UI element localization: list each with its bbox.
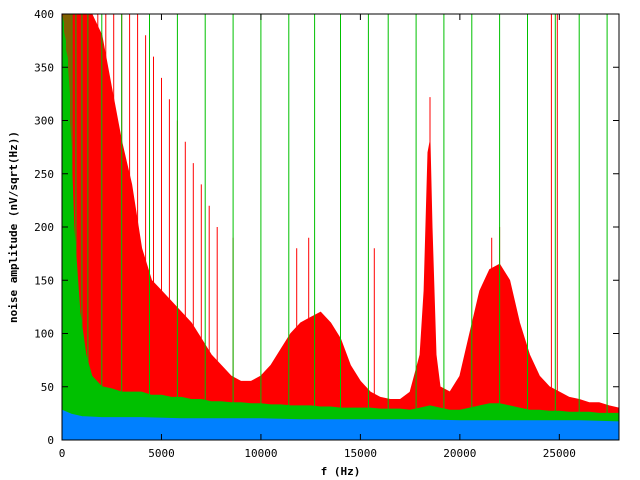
y-tick-label-0: 0	[47, 434, 54, 447]
x-tick-label-1: 5000	[148, 447, 175, 460]
y-axis-label: noise amplitude (nV/sqrt(Hz))	[7, 131, 20, 323]
y-tick-label-6: 300	[34, 115, 54, 128]
plot-content	[61, 13, 620, 441]
y-tick-label-4: 200	[34, 221, 54, 234]
y-tick-label-5: 250	[34, 168, 54, 181]
axis-ticks: 0 5000 10000 15000 20000 25000 0 50 100 150 200 250…	[34, 8, 619, 460]
y-tick-label-1: 50	[41, 381, 54, 394]
y-tick-label-2: 100	[34, 328, 54, 341]
x-tick-label-2: 10000	[244, 447, 277, 460]
x-tick-label-4: 20000	[443, 447, 476, 460]
x-tick-label-0: 0	[59, 447, 66, 460]
series-0-area	[61, 13, 620, 441]
x-axis-label: f (Hz)	[321, 465, 361, 478]
series-2-area	[61, 409, 620, 441]
y-tick-label-3: 150	[34, 274, 54, 287]
x-tick-label-5: 25000	[543, 447, 576, 460]
series-1-area	[61, 13, 620, 441]
x-tick-label-3: 15000	[344, 447, 377, 460]
y-tick-label-8: 400	[34, 8, 54, 21]
y-tick-label-7: 350	[34, 61, 54, 74]
